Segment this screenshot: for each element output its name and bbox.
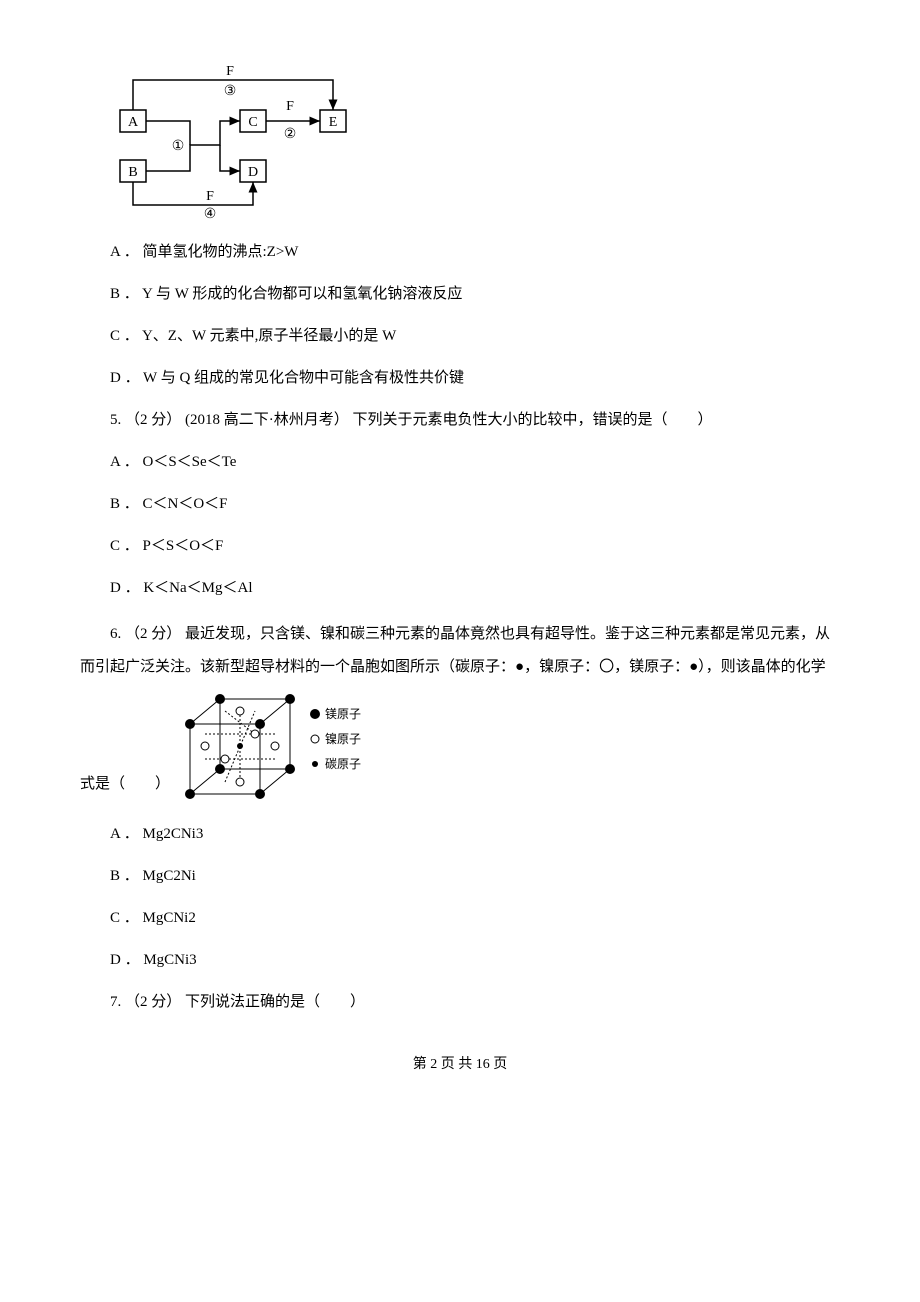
q6-option-c: C ． MgCNi2 [110, 906, 840, 930]
circle-4: ④ [204, 207, 217, 220]
circle-2: ② [284, 127, 297, 142]
page-content: A B C D E F ③ [0, 0, 920, 1116]
q4-option-c: C ． Y、Z、W 元素中,原子半径最小的是 W [110, 324, 840, 348]
q5-option-c: C ． P＜S＜O＜F [110, 534, 840, 558]
q5-option-a: A ． O＜S＜Se＜Te [110, 450, 840, 474]
node-e: E [329, 115, 338, 130]
q6-stem-row: 式是（ ） [80, 684, 840, 804]
q6-option-d: D ． MgCNi3 [110, 948, 840, 972]
q6-option-a: A ． Mg2CNi3 [110, 822, 840, 846]
q6-stem-suffix: 式是（ ） [80, 772, 170, 804]
q6-stem: 6. （2 分） 最近发现，只含镁、镍和碳三种元素的晶体竟然也具有超导性。鉴于这… [80, 618, 840, 684]
circle-3: ③ [224, 84, 237, 99]
node-c: C [248, 115, 257, 130]
q5-stem: 5. （2 分） (2018 高二下·林州月考） 下列关于元素电负性大小的比较中… [110, 408, 840, 432]
node-d: D [248, 165, 258, 180]
crystal-diagram: 镁原子 镍原子 碳原子 [170, 684, 400, 804]
legend-mg: 镁原子 [325, 707, 361, 721]
legend-c: 碳原子 [325, 757, 361, 771]
f-label-3: F [226, 64, 234, 79]
flowchart-diagram: A B C D E F ③ [100, 60, 840, 220]
q7-stem: 7. （2 分） 下列说法正确的是（ ） [110, 990, 840, 1014]
q5-option-d: D ． K＜Na＜Mg＜Al [110, 576, 840, 600]
flowchart-svg: A B C D E F ③ [100, 60, 370, 220]
circle-1: ① [172, 139, 185, 154]
node-b: B [128, 165, 137, 180]
legend-ni: 镍原子 [325, 732, 361, 746]
q4-option-b: B ． Y 与 W 形成的化合物都可以和氢氧化钠溶液反应 [110, 282, 840, 306]
f-label-4: F [206, 189, 214, 204]
node-a: A [128, 115, 139, 130]
page-footer: 第 2 页 共 16 页 [80, 1054, 840, 1076]
q4-option-a: A ． 简单氢化物的沸点:Z>W [110, 240, 840, 264]
q4-option-d: D ． W 与 Q 组成的常见化合物中可能含有极性共价键 [110, 366, 840, 390]
f-label-2: F [286, 99, 294, 114]
q5-option-b: B ． C＜N＜O＜F [110, 492, 840, 516]
q6-option-b: B ． MgC2Ni [110, 864, 840, 888]
